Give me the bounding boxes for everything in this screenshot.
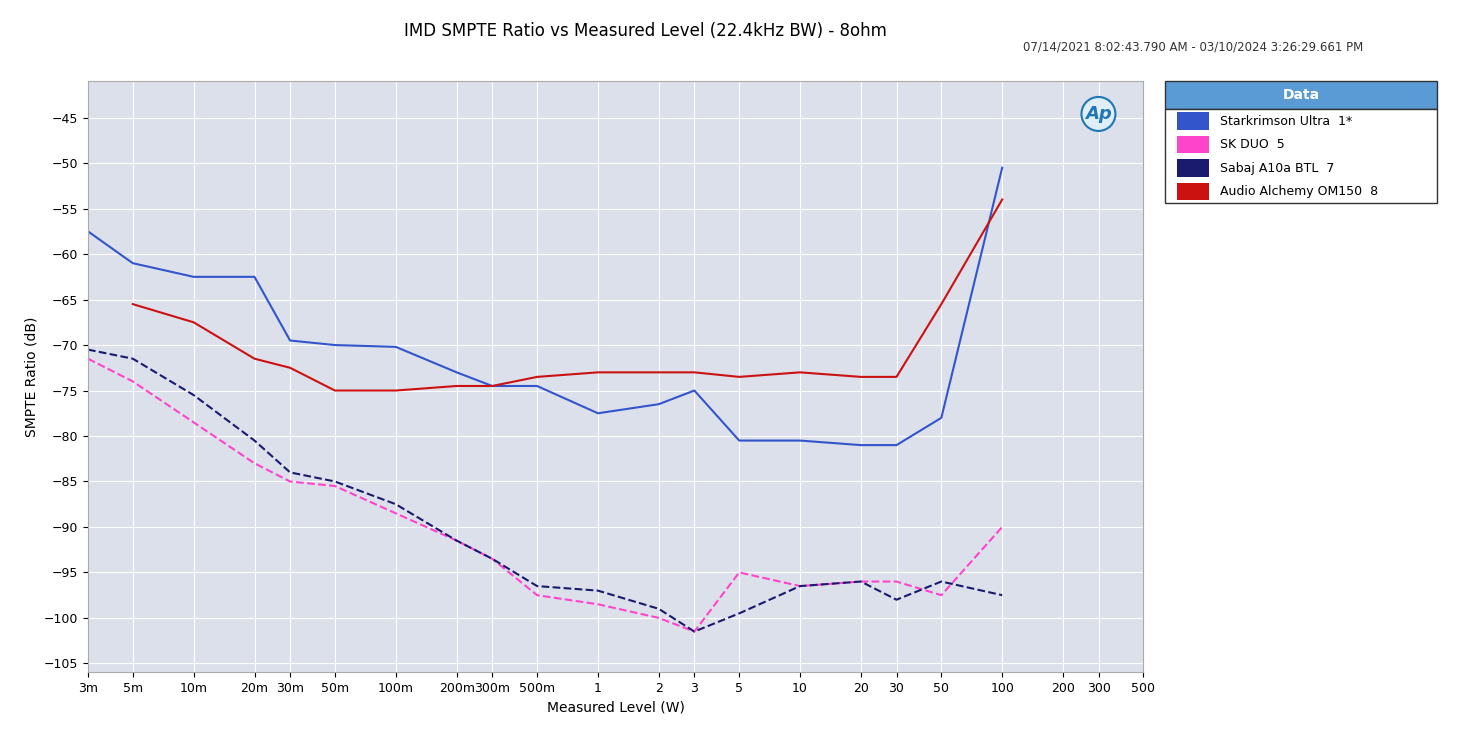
Text: 07/14/2021 8:02:43.790 AM - 03/10/2024 3:26:29.661 PM: 07/14/2021 8:02:43.790 AM - 03/10/2024 3… xyxy=(1023,41,1363,54)
Text: Ⓐᴽ: Ⓐᴽ xyxy=(1089,99,1111,121)
Y-axis label: SMPTE Ratio (dB): SMPTE Ratio (dB) xyxy=(25,317,38,437)
Text: SK DUO  5: SK DUO 5 xyxy=(1220,138,1284,151)
X-axis label: Measured Level (W): Measured Level (W) xyxy=(547,701,685,715)
Text: Starkrimson Ultra  1*: Starkrimson Ultra 1* xyxy=(1220,115,1352,128)
Text: Audio Alchemy OM150  8: Audio Alchemy OM150 8 xyxy=(1220,185,1378,198)
Text: Sabaj A10a BTL  7: Sabaj A10a BTL 7 xyxy=(1220,162,1334,174)
Text: IMD SMPTE Ratio vs Measured Level (22.4kHz BW) - 8ohm: IMD SMPTE Ratio vs Measured Level (22.4k… xyxy=(403,22,887,40)
Text: Ap: Ap xyxy=(1085,105,1111,123)
Text: Data: Data xyxy=(1283,89,1319,102)
